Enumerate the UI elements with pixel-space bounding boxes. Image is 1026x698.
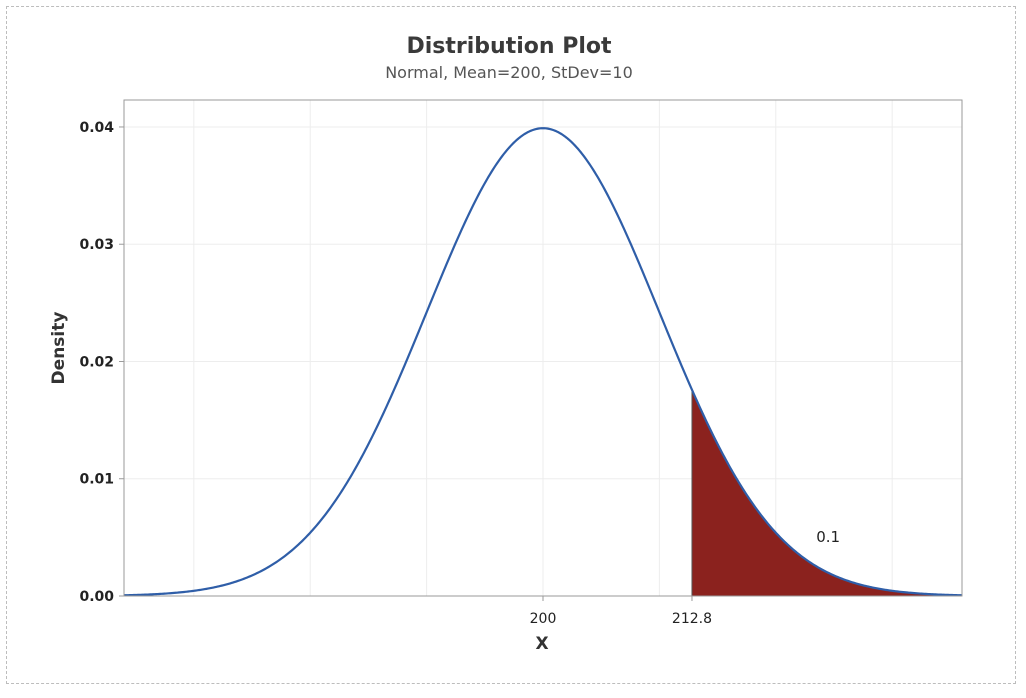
chart-frame [6, 6, 1016, 684]
y-axis-ticks: 0.00 0.01 0.02 0.03 0.04 [79, 120, 124, 605]
x-tick-label: 200 [530, 611, 557, 627]
chart-title: Distribution Plot [406, 34, 611, 59]
y-axis-label: Density [49, 312, 69, 385]
chart-subtitle: Normal, Mean=200, StDev=10 [385, 63, 633, 82]
shaded-area-probability-label: 0.1 [816, 528, 840, 546]
y-tick-label: 0.03 [79, 237, 114, 253]
y-tick-label: 0.02 [79, 354, 114, 370]
density-curve [123, 127, 963, 597]
x-axis-label: X [535, 634, 548, 654]
y-tick-label: 0.04 [79, 120, 114, 136]
grid-lines [124, 100, 962, 596]
y-tick-label: 0.00 [79, 589, 114, 605]
y-tick-label: 0.01 [79, 472, 114, 488]
shaded-tail-area [691, 389, 962, 596]
x-axis-ticks: 200 212.8 [530, 596, 712, 627]
x-tick-label: 212.8 [672, 611, 712, 627]
